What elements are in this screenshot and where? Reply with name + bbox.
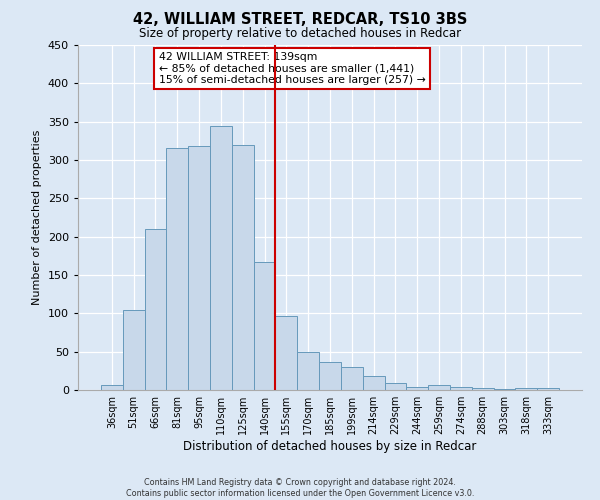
Text: 42, WILLIAM STREET, REDCAR, TS10 3BS: 42, WILLIAM STREET, REDCAR, TS10 3BS [133, 12, 467, 28]
Bar [363, 376, 385, 390]
Bar [232, 146, 254, 390]
Bar [515, 388, 537, 390]
Bar [385, 383, 406, 390]
Bar [472, 388, 494, 390]
Bar [101, 384, 123, 390]
Bar [537, 388, 559, 390]
Bar [319, 362, 341, 390]
Bar [406, 387, 428, 390]
Y-axis label: Number of detached properties: Number of detached properties [32, 130, 42, 305]
Bar [341, 367, 363, 390]
Bar [254, 262, 275, 390]
Bar [275, 316, 297, 390]
Bar [428, 386, 450, 390]
Bar [145, 229, 166, 390]
Bar [123, 310, 145, 390]
Text: Contains HM Land Registry data © Crown copyright and database right 2024.
Contai: Contains HM Land Registry data © Crown c… [126, 478, 474, 498]
Text: 42 WILLIAM STREET: 139sqm
← 85% of detached houses are smaller (1,441)
15% of se: 42 WILLIAM STREET: 139sqm ← 85% of detac… [158, 52, 425, 85]
Bar [210, 126, 232, 390]
Bar [450, 387, 472, 390]
Bar [297, 352, 319, 390]
Text: Size of property relative to detached houses in Redcar: Size of property relative to detached ho… [139, 28, 461, 40]
Bar [494, 389, 515, 390]
Bar [166, 148, 188, 390]
X-axis label: Distribution of detached houses by size in Redcar: Distribution of detached houses by size … [184, 440, 476, 453]
Bar [188, 146, 210, 390]
